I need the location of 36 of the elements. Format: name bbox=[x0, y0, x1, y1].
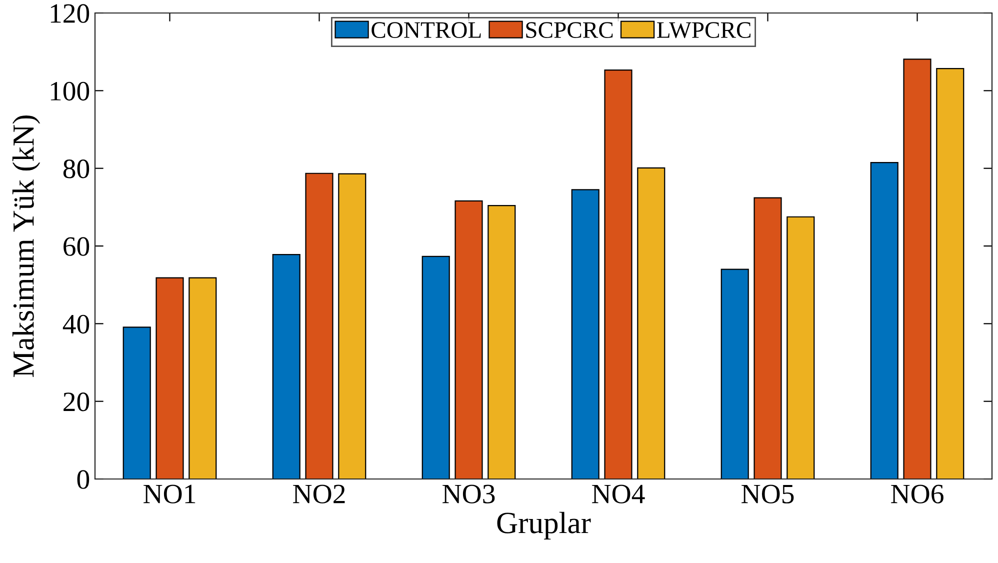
y-tick-label: 100 bbox=[50, 82, 90, 101]
bar bbox=[188, 277, 217, 479]
y-axis-title: Maksimum Yük (kN) bbox=[12, 116, 40, 377]
bar bbox=[754, 197, 782, 479]
bar bbox=[936, 68, 964, 479]
y-tick-label: 60 bbox=[64, 237, 90, 256]
legend-label: LWPCRC bbox=[657, 22, 750, 38]
x-tick-label: NO5 bbox=[742, 484, 794, 504]
legend-label: SCPCRC bbox=[526, 22, 613, 38]
y-tick-label: 20 bbox=[64, 392, 90, 412]
bar bbox=[272, 254, 300, 479]
x-tick-label: NO1 bbox=[144, 484, 196, 504]
bar bbox=[305, 172, 334, 479]
x-tick-label: NO4 bbox=[592, 484, 645, 504]
bar bbox=[571, 189, 600, 479]
x-tick-label: NO3 bbox=[442, 484, 495, 504]
bar bbox=[870, 162, 898, 479]
bar bbox=[604, 70, 632, 479]
bar bbox=[454, 200, 483, 479]
x-tick-label: NO6 bbox=[891, 484, 944, 504]
x-tick-label: NO2 bbox=[293, 484, 345, 504]
y-tick-label: 0 bbox=[77, 470, 90, 489]
bar bbox=[488, 205, 516, 479]
bar bbox=[903, 58, 932, 479]
bar bbox=[786, 216, 815, 479]
bar bbox=[637, 167, 666, 479]
bar bbox=[338, 173, 366, 479]
bar bbox=[156, 277, 184, 479]
x-axis-title: Gruplar bbox=[497, 512, 591, 540]
y-tick-label: 80 bbox=[63, 160, 90, 178]
y-tick-label: 40 bbox=[62, 314, 90, 334]
bar bbox=[720, 268, 749, 479]
legend-label: CONTROL bbox=[372, 22, 481, 38]
bar bbox=[422, 256, 450, 479]
bar bbox=[122, 326, 151, 479]
y-tick-label: 120 bbox=[50, 4, 90, 23]
